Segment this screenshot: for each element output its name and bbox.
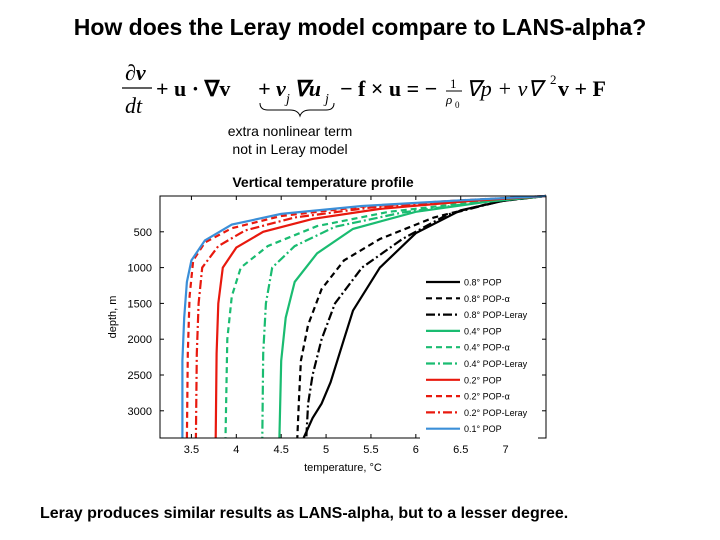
eq-extra-mid: ∇u — [294, 76, 321, 101]
eq-coriolis: − f × u = − — [340, 76, 437, 101]
series-line-2 — [305, 194, 547, 439]
underbrace — [259, 102, 335, 118]
y-tick-label-3: 2000 — [128, 334, 152, 346]
legend-label-3: 0.4° POP — [464, 326, 502, 336]
legend-label-5: 0.4° POP-Leray — [464, 359, 528, 369]
chart-title: Vertical temperature profile — [232, 174, 414, 190]
annotation-line-1: extra nonlinear term — [227, 123, 353, 139]
x-tick-label-3: 5 — [323, 444, 329, 456]
legend-label-0: 0.8° POP — [464, 278, 502, 288]
x-tick-label-5: 6 — [413, 444, 419, 456]
eq-dt: dt — [125, 93, 143, 118]
x-axis-label: temperature, °C — [304, 462, 382, 474]
x-tick-label-2: 4.5 — [274, 444, 289, 456]
eq-extra-v: + v — [258, 76, 286, 101]
legend-label-7: 0.2° POP-α — [464, 392, 510, 402]
legend-label-4: 0.4° POP-α — [464, 343, 510, 353]
y-tick-label-2: 1500 — [128, 298, 152, 310]
series-line-9 — [181, 194, 547, 438]
series-line-3 — [278, 194, 547, 439]
eq-frac-den: ρ — [445, 92, 452, 107]
x-tick-label-0: 3.5 — [184, 444, 199, 456]
series-line-5 — [261, 194, 547, 439]
legend-label-8: 0.2° POP-Leray — [464, 408, 528, 418]
y-axis-label: depth, m — [107, 296, 119, 339]
series-line-6 — [214, 194, 547, 439]
legend-label-6: 0.2° POP — [464, 375, 502, 385]
footer-note: Leray produces similar results as LANS-a… — [40, 505, 569, 522]
y-tick-label-4: 2500 — [128, 370, 152, 382]
legend-label-2: 0.8° POP-Leray — [464, 310, 528, 320]
y-tick-label-1: 1000 — [128, 263, 152, 275]
eq-dv: ∂v — [125, 60, 146, 85]
annotation: extra nonlinear term not in Leray model — [200, 122, 380, 158]
eq-rest-sup: 2 — [550, 72, 557, 87]
momentum-equation: ∂v dt + u · ∇v + v j ∇u j − f × u = − 1 … — [122, 60, 606, 118]
x-tick-label-6: 6.5 — [453, 444, 468, 456]
x-tick-label-4: 5.5 — [363, 444, 378, 456]
plot-frame — [159, 195, 547, 439]
legend-label-9: 0.1° POP — [464, 424, 502, 434]
annotation-line-2: not in Leray model — [232, 141, 348, 157]
series-line-8 — [194, 194, 547, 439]
eq-extra-sub2: j — [323, 92, 329, 107]
y-tick-label-5: 3000 — [128, 406, 152, 418]
slide-title: How does the Leray model compare to LANS… — [73, 14, 647, 40]
eq-extra-sub1: j — [284, 92, 290, 107]
eq-frac-den-sub: 0 — [455, 100, 460, 110]
series-line-4 — [224, 194, 547, 439]
eq-rest1: ∇p + ν∇ — [466, 76, 546, 101]
legend-label-1: 0.8° POP-α — [464, 294, 510, 304]
x-tick-label-1: 4 — [233, 444, 239, 456]
y-tick-label-0: 500 — [134, 227, 152, 239]
x-tick-label-7: 7 — [503, 444, 509, 456]
eq-rest2: v + F — [558, 76, 606, 101]
temperature-profile-chart: Vertical temperature profile 3.5 4 4.5 5 5.5 6… — [107, 174, 547, 474]
eq-advection: + u · ∇v — [156, 76, 230, 101]
series-line-1 — [296, 194, 547, 439]
eq-frac-num: 1 — [450, 76, 457, 91]
